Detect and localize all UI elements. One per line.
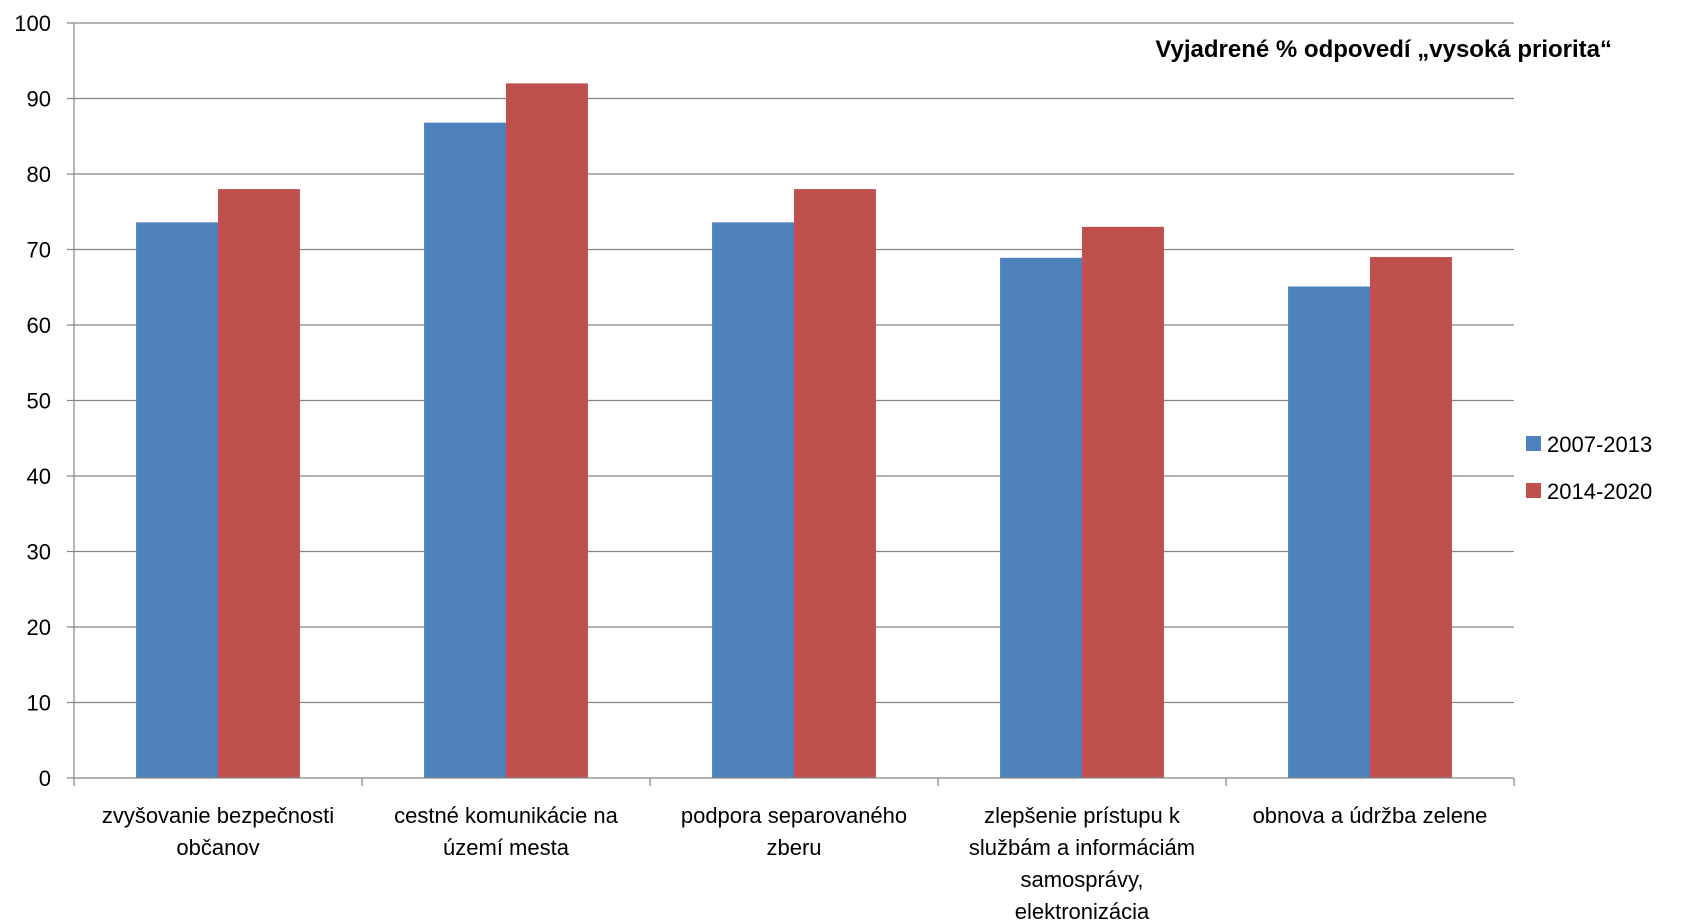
- x-category-label-line: občanov: [176, 835, 259, 860]
- bar-2007-2013-2: [424, 122, 506, 778]
- bar-2014-2020-2: [506, 83, 588, 778]
- legend-label: 2007-2013: [1547, 432, 1652, 457]
- x-category-label-line: území mesta: [443, 835, 570, 860]
- x-category-label-line: zberu: [766, 835, 821, 860]
- bar-2007-2013-1: [136, 222, 218, 778]
- legend-swatch-2014-2020: [1526, 483, 1541, 498]
- x-axis-category-labels: zvyšovanie bezpečnosti občanov cestné komu…: [102, 803, 1488, 923]
- x-category-label: zvyšovanie bezpečnosti občanov: [102, 803, 334, 860]
- bars: [136, 83, 1452, 779]
- y-tick-label: 40: [27, 464, 51, 489]
- x-category-label-line: cestné komunikácie na: [394, 803, 619, 828]
- y-tick-label: 30: [27, 540, 51, 565]
- legend: 2007-2013 2014-2020: [1526, 432, 1652, 504]
- y-tick-label: 80: [27, 162, 51, 187]
- y-tick-label: 100: [14, 11, 51, 36]
- chart-title: Vyjadrené % odpovedí „vysoká priorita“: [1155, 36, 1612, 63]
- x-category-label-line: zvyšovanie bezpečnosti: [102, 803, 334, 828]
- x-category-label-line: zlepšenie prístupu k: [984, 803, 1181, 828]
- x-category-label: zlepšenie prístupu k službám a informáciá…: [969, 803, 1195, 923]
- y-tick-label: 50: [27, 389, 51, 414]
- y-axis-tick-labels: 0 10 20 30 40 50 60 70 80 90 100: [14, 11, 51, 791]
- y-tick-label: 10: [27, 691, 51, 716]
- x-category-label-line: samosprávy,: [1020, 867, 1143, 892]
- x-category-label-line: elektronizácia: [1015, 899, 1150, 923]
- bar-2014-2020-1: [218, 189, 300, 779]
- y-tick-label: 20: [27, 615, 51, 640]
- bar-2007-2013-5: [1288, 286, 1370, 778]
- x-category-label-line: obnova a údržba zelene: [1253, 803, 1488, 828]
- y-tick-label: 60: [27, 313, 51, 338]
- axes: [73, 23, 1515, 786]
- x-category-label: podpora separovaného zberu: [681, 803, 907, 860]
- bar-2014-2020-3: [794, 189, 876, 779]
- x-category-label: cestné komunikácie na území mesta: [394, 803, 619, 860]
- y-tick-label: 0: [39, 766, 51, 791]
- x-category-label: obnova a údržba zelene: [1253, 803, 1488, 828]
- legend-swatch-2007-2013: [1526, 436, 1541, 451]
- bar-2014-2020-5: [1370, 257, 1452, 778]
- x-category-label-line: službám a informáciám: [969, 835, 1195, 860]
- y-tick-label: 70: [27, 238, 51, 263]
- y-tick-label: 90: [27, 87, 51, 112]
- x-category-label-line: podpora separovaného: [681, 803, 907, 828]
- legend-label: 2014-2020: [1547, 479, 1652, 504]
- bar-2014-2020-4: [1082, 226, 1164, 779]
- bar-2007-2013-3: [712, 222, 794, 778]
- bar-2007-2013-4: [1000, 257, 1082, 778]
